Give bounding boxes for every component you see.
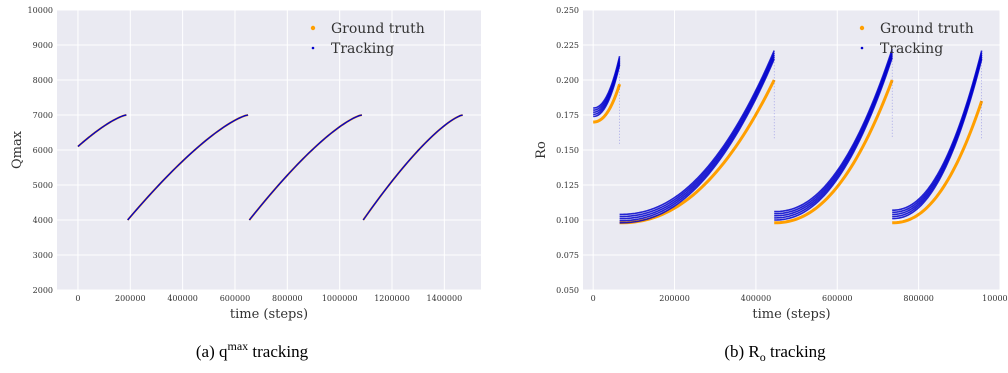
figure-caption: (a) qmax tracking xyxy=(196,339,309,361)
legend-marker-tracking xyxy=(860,46,864,50)
y-tick-label: 0.050 xyxy=(556,286,579,295)
x-tick-label: 1400000 xyxy=(427,294,463,303)
y-tick-label: 3000 xyxy=(33,251,53,260)
x-tick-label: 800000 xyxy=(903,294,934,303)
legend-marker-tracking xyxy=(311,46,315,50)
caption-main: (b) R xyxy=(724,342,760,361)
chart-ro: 0.050 0.075 0.100 0.125 0.150 0.175 0.200 0.225… xyxy=(534,6,1008,364)
x-tick-label: 400000 xyxy=(167,294,198,303)
y-axis-label: Qmax xyxy=(10,130,25,169)
x-tick-label: 200000 xyxy=(659,294,690,303)
caption-superscript: max xyxy=(228,339,249,353)
caption-subscript: o xyxy=(760,350,766,364)
tracking-curve xyxy=(593,56,621,109)
x-tick-label: 0 xyxy=(75,294,80,303)
x-tick-label: 1000000 xyxy=(982,294,1008,303)
tracking-curve xyxy=(619,58,775,224)
tracking-curve xyxy=(248,114,363,221)
y-tick-label: 0.075 xyxy=(556,251,579,260)
tracking-curve xyxy=(619,52,775,218)
y-tick-label: 0.225 xyxy=(556,41,579,50)
legend-marker-ground-truth xyxy=(310,25,316,31)
ground-truth-curve xyxy=(774,79,894,225)
tracking-curve xyxy=(774,48,893,213)
y-tick-label: 4000 xyxy=(33,216,53,225)
chart-qmax: 2000 3000 4000 5000 6000 7000 8000 9000 10000 0 20… xyxy=(10,6,481,361)
tracking-curve xyxy=(619,54,775,220)
legend-label-tracking: Tracking xyxy=(880,41,943,57)
y-tick-label: 0.150 xyxy=(556,146,579,155)
y-tick-label: 9000 xyxy=(33,41,53,50)
x-tick-label: 800000 xyxy=(272,294,303,303)
tracking-curve xyxy=(77,114,127,148)
x-tick-label: 200000 xyxy=(115,294,146,303)
x-tick-label: 1000000 xyxy=(322,294,358,303)
figure-caption: (b) Ro tracking xyxy=(724,342,826,364)
x-tick-label: 400000 xyxy=(741,294,772,303)
tracking-curve xyxy=(619,50,775,216)
x-tick-label: 0 xyxy=(591,294,596,303)
y-tick-label: 7000 xyxy=(33,111,53,120)
ground-truth-curve xyxy=(892,100,984,225)
y-tick-label: 2000 xyxy=(33,286,53,295)
y-tick-label: 0.125 xyxy=(556,181,579,190)
caption-main: (a) q xyxy=(196,342,228,361)
y-axis-label: Ro xyxy=(534,141,549,159)
y-tick-label: 5000 xyxy=(33,181,53,190)
legend-marker-ground-truth xyxy=(859,25,865,31)
tracking-curve xyxy=(892,50,983,211)
y-tick-label: 6000 xyxy=(33,146,53,155)
y-tick-label: 10000 xyxy=(28,6,53,15)
tracking-curve xyxy=(619,56,775,222)
y-tick-label: 0.175 xyxy=(556,111,579,120)
legend: Ground truth Tracking xyxy=(310,21,425,57)
tracking-curve xyxy=(127,114,249,221)
y-tick-label: 8000 xyxy=(33,76,53,85)
caption-tail: tracking xyxy=(248,342,308,361)
tracking-curve xyxy=(362,114,463,221)
x-tick-label: 1200000 xyxy=(374,294,410,303)
caption-tail: tracking xyxy=(766,342,826,361)
x-axis-label: time (steps) xyxy=(230,307,308,322)
ground-truth-curve xyxy=(593,83,622,124)
y-tick-label: 0.200 xyxy=(556,76,579,85)
y-tick-label: 0.100 xyxy=(556,216,579,225)
x-tick-label: 600000 xyxy=(220,294,251,303)
legend: Ground truth Tracking xyxy=(859,21,974,57)
x-tick-label: 600000 xyxy=(822,294,853,303)
legend-label-tracking: Tracking xyxy=(331,41,394,57)
x-axis-label: time (steps) xyxy=(752,307,830,322)
y-tick-label: 0.250 xyxy=(556,6,579,15)
legend-label-ground-truth: Ground truth xyxy=(331,21,425,37)
legend-label-ground-truth: Ground truth xyxy=(880,21,974,37)
